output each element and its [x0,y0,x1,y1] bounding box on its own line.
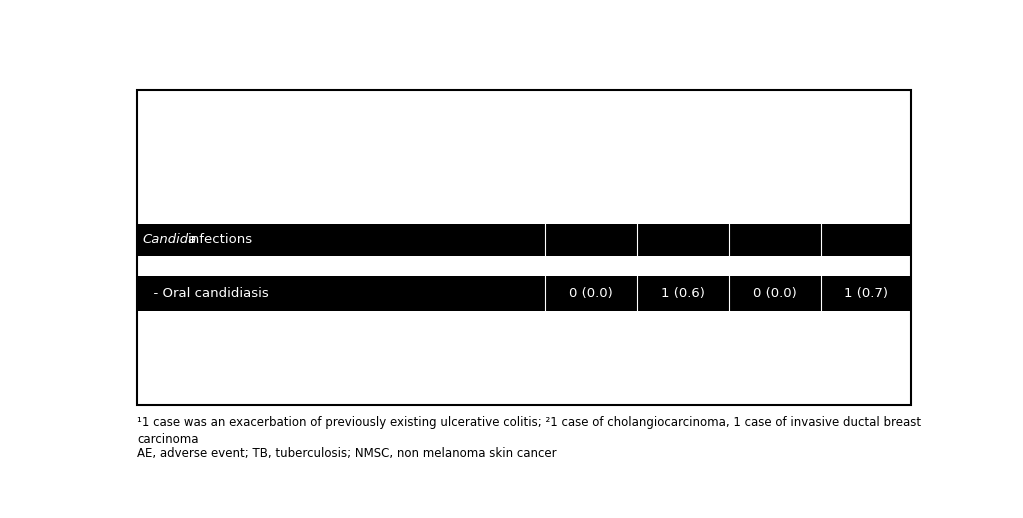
Text: AE, adverse event; TB, tuberculosis; NMSC, non melanoma skin cancer: AE, adverse event; TB, tuberculosis; NMS… [137,447,557,459]
Text: 0 (0.0): 0 (0.0) [753,287,797,300]
Bar [137,224,911,255]
Text: 1 (0.6): 1 (0.6) [661,287,705,300]
Text: infections: infections [188,233,254,246]
Text: - Oral candidiasis: - Oral candidiasis [145,287,269,300]
Bar [137,90,911,405]
Text: 1 (0.7): 1 (0.7) [844,287,888,300]
Text: carcinoma: carcinoma [137,433,198,445]
Bar [137,276,911,311]
Text: 0 (0.0): 0 (0.0) [569,287,613,300]
Text: ¹1 case was an exacerbation of previously existing ulcerative colitis; ²1 case o: ¹1 case was an exacerbation of previousl… [137,416,922,429]
Text: Candida: Candida [142,233,196,246]
